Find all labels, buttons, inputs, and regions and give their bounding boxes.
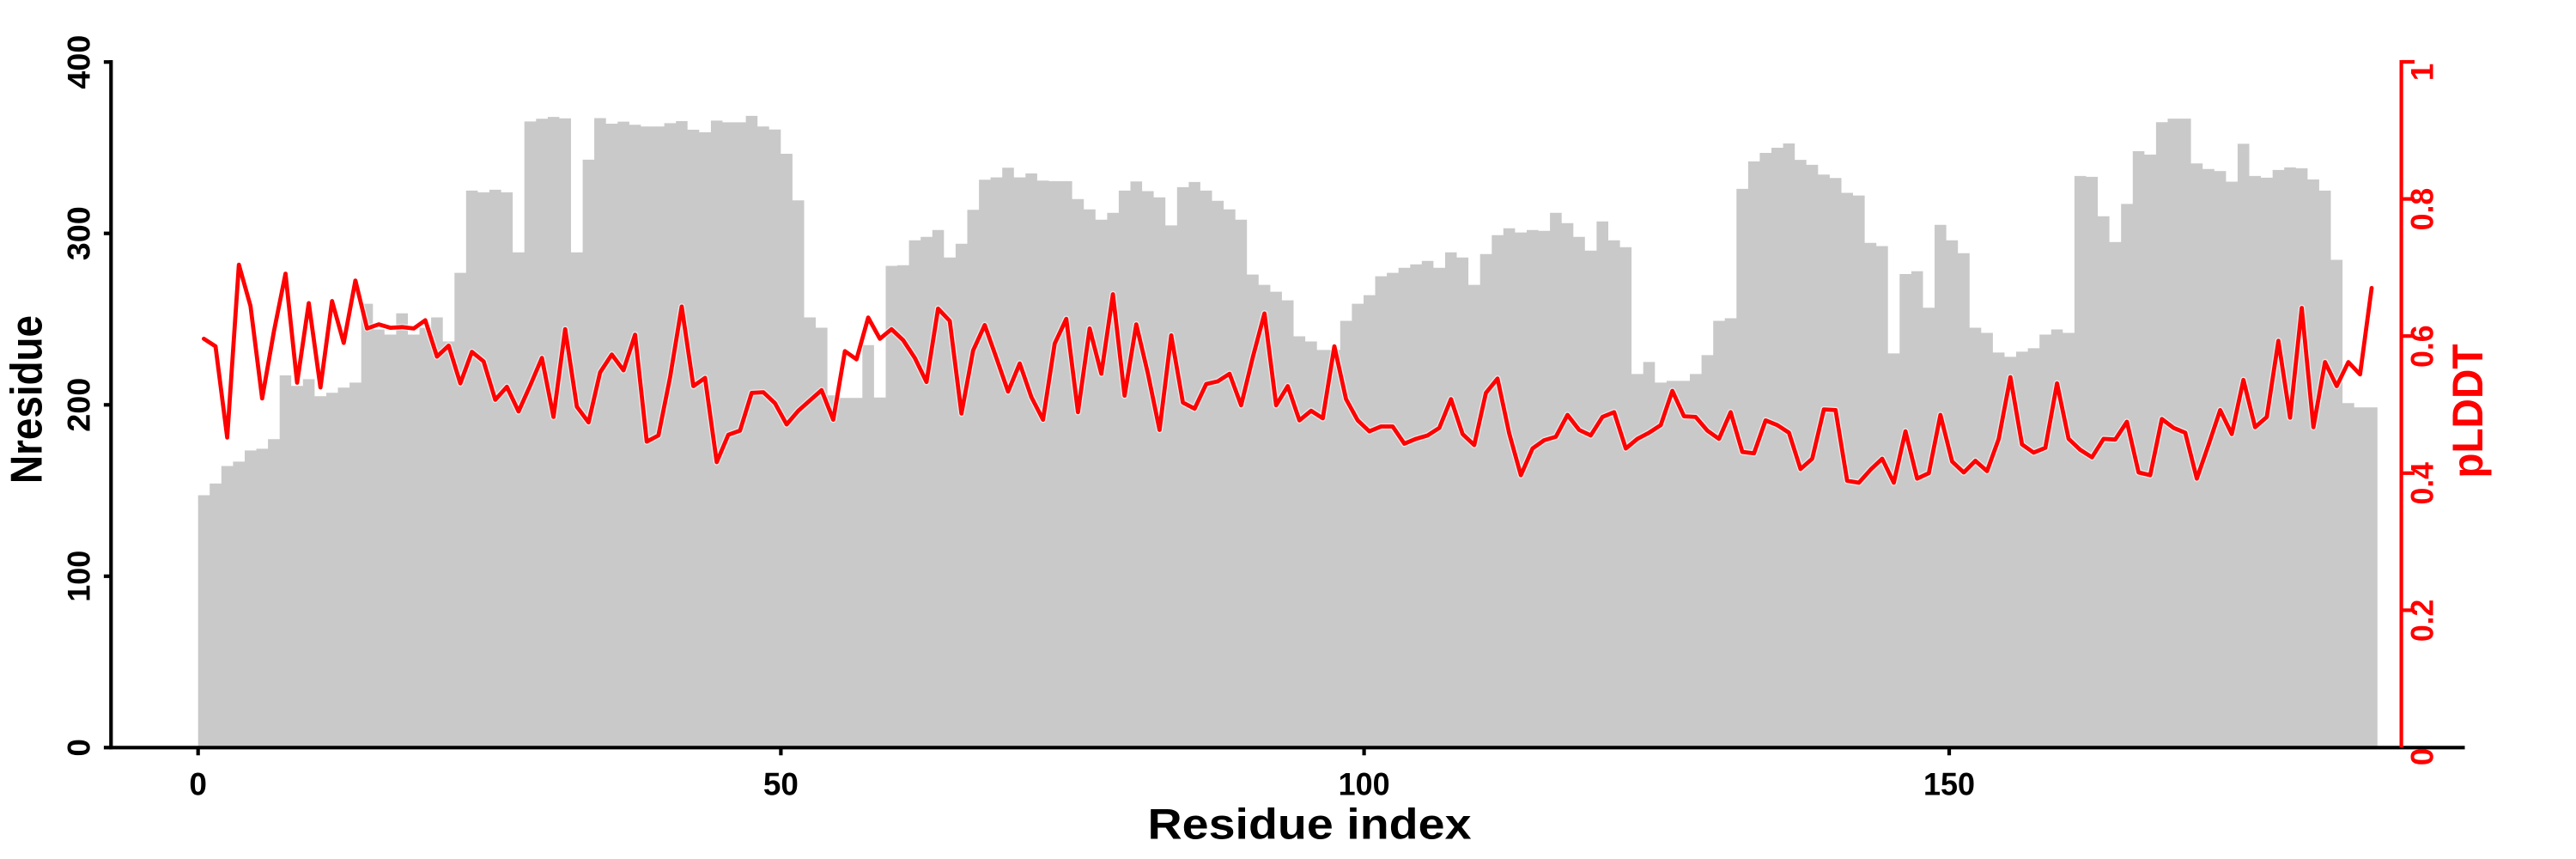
svg-text:1: 1 — [2405, 64, 2440, 82]
svg-text:0.8: 0.8 — [2405, 188, 2440, 231]
svg-text:0.4: 0.4 — [2405, 462, 2440, 505]
svg-text:0: 0 — [62, 739, 97, 757]
svg-text:0: 0 — [189, 766, 207, 801]
svg-text:200: 200 — [62, 378, 97, 432]
svg-text:400: 400 — [62, 35, 97, 89]
svg-text:100: 100 — [1339, 766, 1390, 801]
svg-text:0.2: 0.2 — [2405, 600, 2440, 643]
svg-text:150: 150 — [1923, 766, 1975, 801]
svg-text:0.6: 0.6 — [2405, 325, 2440, 368]
svg-text:Nresidue: Nresidue — [3, 315, 52, 484]
svg-text:0: 0 — [2405, 748, 2440, 766]
svg-text:300: 300 — [62, 206, 97, 260]
svg-text:100: 100 — [62, 551, 97, 602]
svg-text:Residue index: Residue index — [1148, 801, 1472, 849]
svg-text:50: 50 — [763, 766, 799, 801]
svg-text:pLDDT: pLDDT — [2444, 344, 2492, 478]
